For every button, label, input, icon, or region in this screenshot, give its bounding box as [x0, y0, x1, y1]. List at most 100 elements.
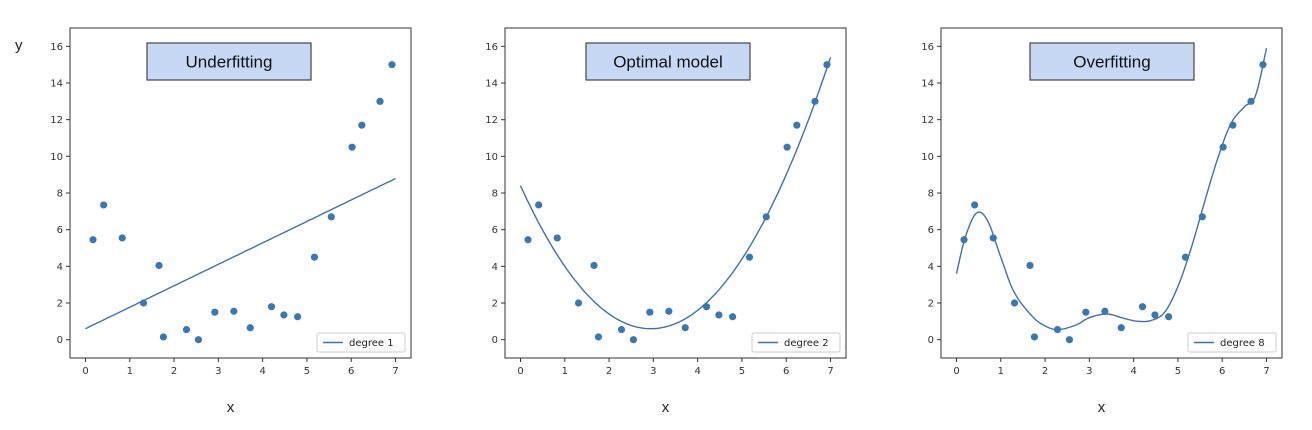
data-point	[989, 234, 997, 242]
data-point	[211, 308, 219, 316]
x-tick-label: 0	[82, 366, 88, 377]
y-tick-label: 14	[50, 79, 63, 90]
y-tick-label: 0	[57, 335, 63, 346]
y-tick-label: 2	[928, 299, 934, 310]
y-tick-label: 16	[50, 42, 63, 53]
data-point	[348, 143, 356, 151]
data-point	[574, 299, 583, 307]
chart-title: Underfitting	[186, 53, 273, 72]
data-point	[182, 325, 191, 334]
data-point	[646, 308, 654, 316]
data-point	[715, 311, 723, 319]
legend-box	[316, 332, 406, 353]
title-box	[146, 42, 312, 81]
data-point	[665, 307, 673, 315]
data-point	[118, 234, 126, 242]
data-point	[1065, 336, 1074, 344]
y-tick-label: 16	[921, 42, 934, 53]
data-point	[729, 313, 737, 321]
x-tick-label: 6	[348, 366, 354, 377]
chart-title: Optimal model	[613, 53, 723, 72]
title-box	[585, 42, 751, 81]
data-point	[1138, 303, 1147, 311]
data-point	[246, 324, 254, 332]
legend-box	[751, 332, 841, 353]
data-point	[594, 333, 603, 341]
data-point	[629, 336, 638, 344]
x-tick-label: 6	[1219, 366, 1225, 377]
x-axis-label: x	[1098, 399, 1106, 416]
data-point	[159, 333, 168, 341]
y-tick-label: 6	[928, 225, 934, 236]
data-point	[762, 213, 770, 221]
data-point	[745, 253, 754, 261]
data-point	[294, 313, 302, 321]
data-point	[1010, 299, 1019, 307]
y-tick-label: 10	[921, 152, 934, 163]
x-tick-label: 5	[304, 366, 310, 377]
y-tick-label: 8	[57, 189, 63, 200]
x-tick-label: 4	[1130, 366, 1136, 377]
y-tick-label: 14	[921, 79, 934, 90]
y-tick-label: 6	[492, 225, 498, 236]
data-point	[358, 121, 366, 129]
y-tick-label: 12	[50, 115, 63, 126]
data-point	[327, 213, 335, 221]
x-tick-label: 3	[1086, 366, 1092, 377]
data-point	[1219, 143, 1227, 151]
data-point	[1229, 121, 1237, 129]
x-tick-label: 1	[998, 366, 1004, 377]
data-point	[267, 303, 276, 311]
fit-line	[85, 177, 396, 330]
x-tick-label: 5	[739, 366, 745, 377]
data-point	[139, 299, 148, 307]
data-point	[1151, 311, 1159, 319]
data-point	[310, 253, 319, 261]
data-point	[280, 311, 288, 319]
y-tick-label: 6	[57, 225, 63, 236]
data-point	[524, 236, 532, 244]
legend-label: degree 2	[784, 338, 829, 349]
data-point	[1259, 61, 1267, 69]
data-point	[1165, 313, 1173, 321]
chart-panel-3: 0 1 2 3 4 5 6 70246810121416xOverfittingdegree …	[921, 27, 1283, 416]
x-tick-label: 4	[694, 366, 700, 377]
data-point	[1181, 253, 1190, 261]
fit-line	[519, 57, 832, 330]
data-point	[702, 303, 711, 311]
data-point	[783, 143, 791, 151]
y-axis-label: y	[15, 37, 23, 54]
x-tick-label: 3	[215, 366, 221, 377]
data-point	[590, 261, 598, 270]
x-tick-label: 2	[171, 366, 177, 377]
data-point	[1247, 97, 1255, 105]
data-point	[89, 236, 97, 244]
data-point	[1198, 213, 1206, 221]
y-tick-label: 8	[492, 189, 498, 200]
data-point	[1101, 307, 1109, 315]
y-tick-label: 10	[50, 152, 63, 163]
data-point	[388, 61, 396, 69]
x-tick-label: 0	[953, 366, 959, 377]
x-tick-label: 0	[517, 366, 523, 377]
data-point	[960, 236, 968, 244]
data-point	[230, 307, 238, 315]
x-tick-label: 1	[127, 366, 133, 377]
data-point	[1053, 325, 1062, 334]
title-box	[1029, 42, 1195, 81]
fit-line	[955, 48, 1268, 331]
y-tick-label: 8	[928, 189, 934, 200]
x-axis-label: x	[662, 399, 670, 416]
data-point	[617, 325, 626, 334]
y-tick-label: 4	[492, 262, 498, 273]
x-tick-label: 7	[1263, 366, 1269, 377]
data-point	[1082, 308, 1090, 316]
x-tick-label: 1	[562, 366, 568, 377]
y-tick-label: 0	[492, 335, 498, 346]
y-tick-label: 14	[485, 79, 498, 90]
x-tick-label: 2	[606, 366, 612, 377]
y-tick-label: 2	[57, 299, 63, 310]
legend-box	[1187, 332, 1277, 353]
